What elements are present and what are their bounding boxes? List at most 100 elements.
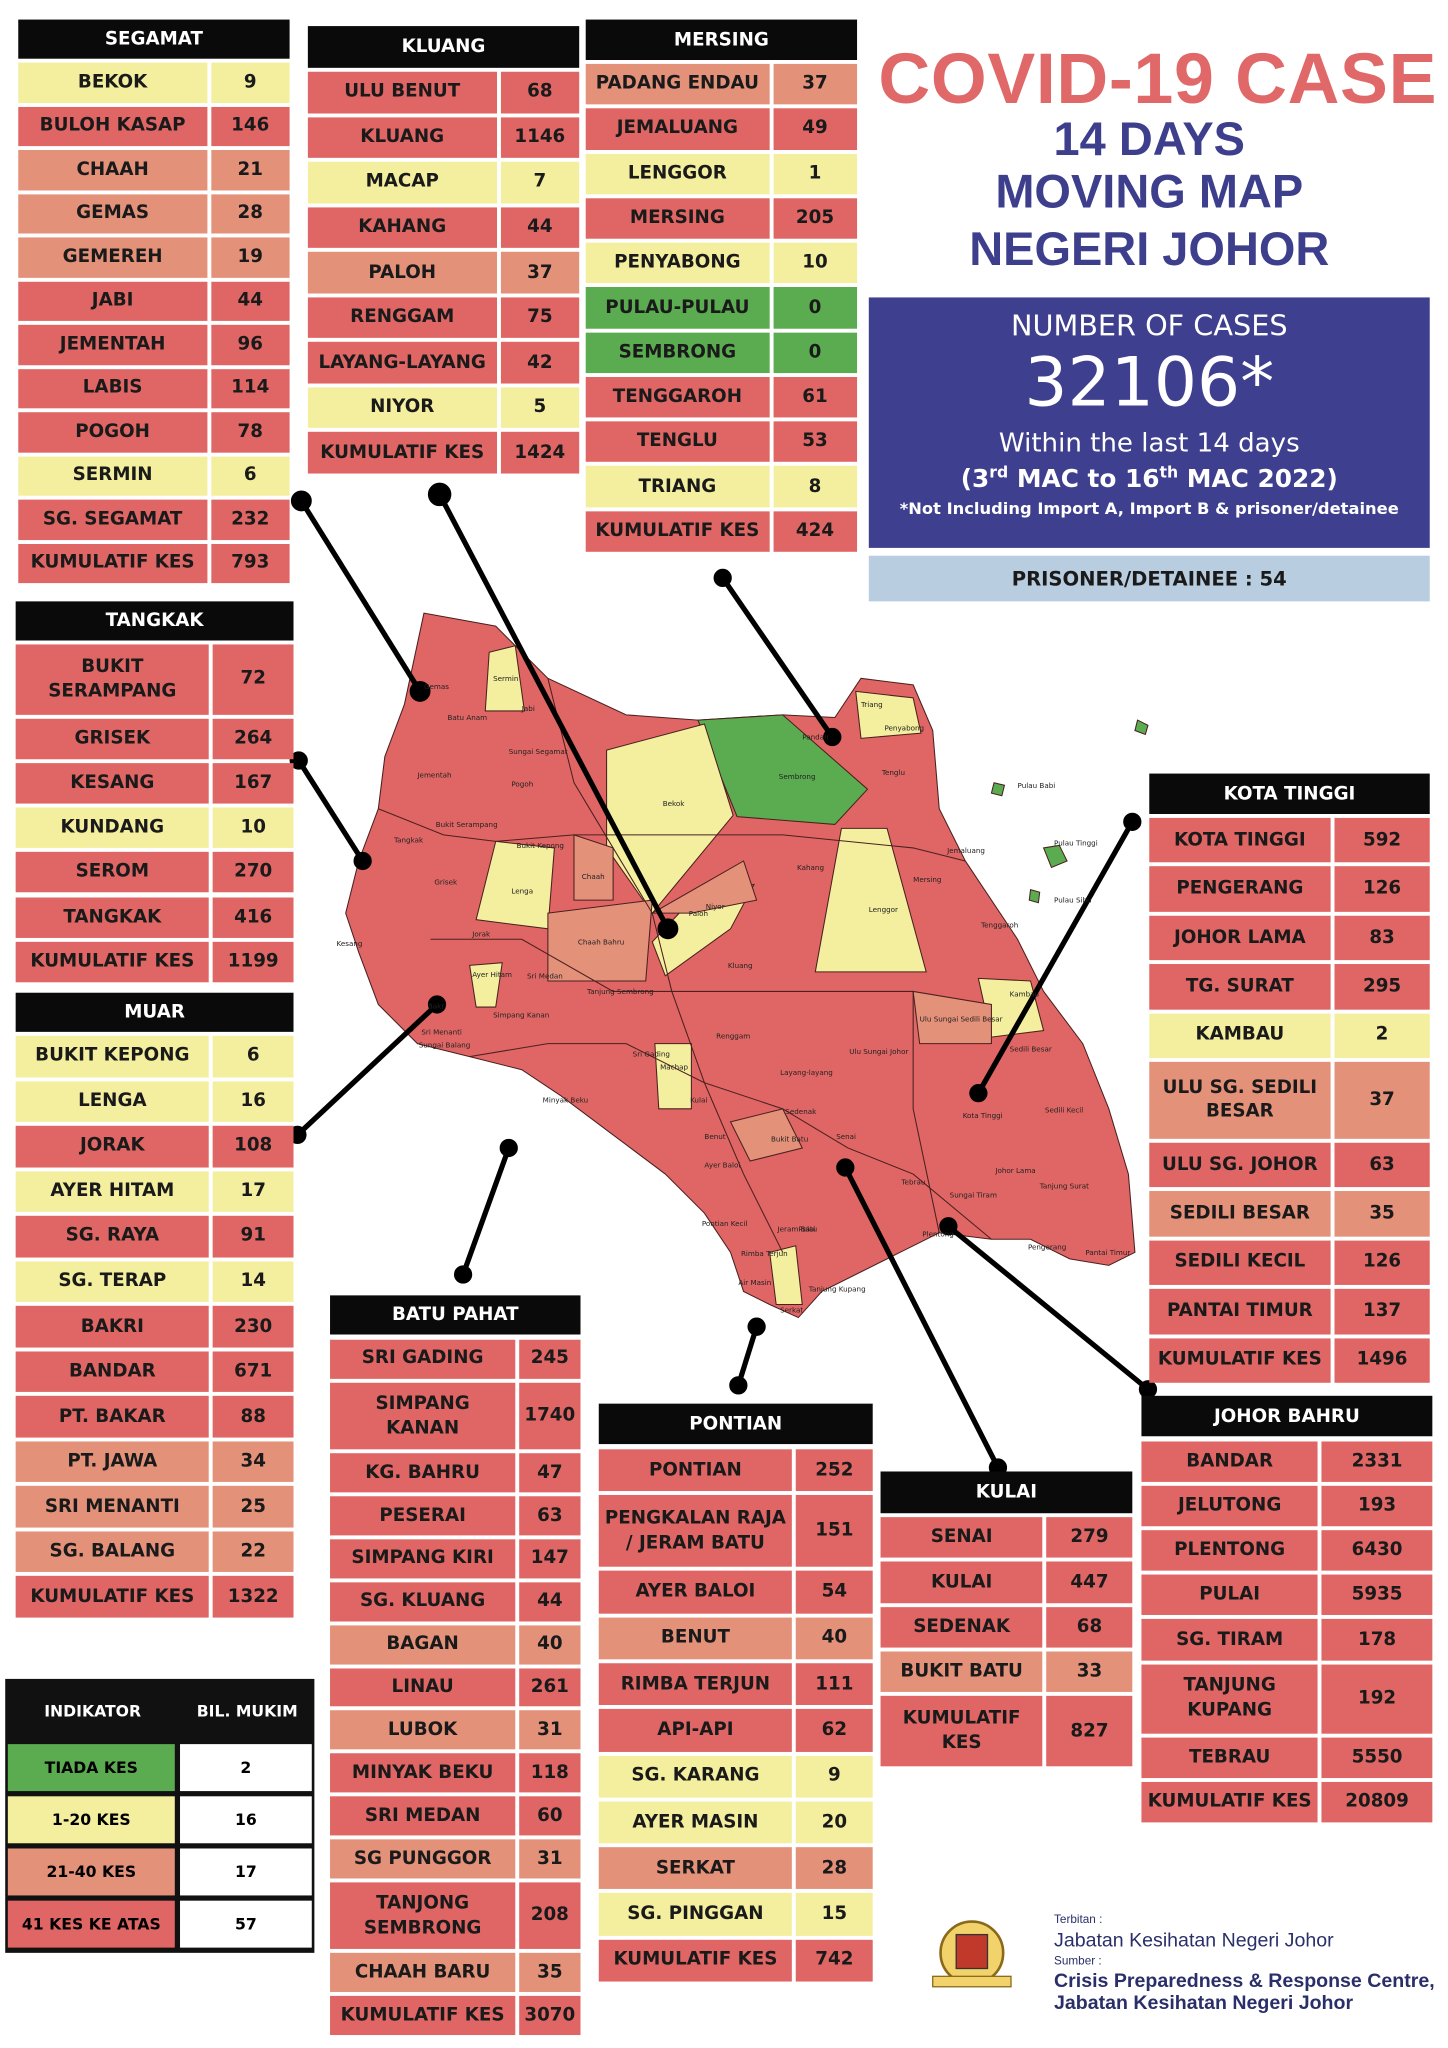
district-name: TRIANG [585, 466, 770, 508]
district-name: API-API [598, 1709, 793, 1752]
district-name: LUBOK [330, 1710, 516, 1750]
table-header: BATU PAHAT [330, 1295, 581, 1335]
map-label: Pengerang [1028, 1243, 1066, 1252]
summary-period: Within the last 14 days [998, 426, 1300, 458]
map-label: Pulau Sibu [1054, 896, 1092, 905]
range-sup: th [1159, 463, 1179, 482]
prisoner-count: PRISONER/DETAINEE : 54 [868, 555, 1430, 602]
case-count: 60 [519, 1796, 581, 1836]
map-label: Pulau Babi [1018, 781, 1056, 790]
map-label: Bukit Batu [771, 1134, 808, 1143]
district-name: LENGA [15, 1080, 210, 1122]
connector-dot [1123, 812, 1142, 831]
district-name: SG. TERAP [15, 1261, 210, 1303]
case-count: 37 [772, 63, 858, 105]
legend-swatch: TIADA KES [7, 1744, 175, 1792]
district-name: PONTIAN [598, 1449, 793, 1492]
map-label: Batu Anam [447, 713, 487, 722]
district-name: PALOH [307, 252, 497, 294]
table-row: LAYANG-LAYANG 42 [307, 342, 580, 384]
case-count: 34 [212, 1441, 294, 1483]
case-count: 5935 [1321, 1574, 1433, 1616]
district-name: GEMAS [18, 193, 207, 234]
map-label: Pantai Timur [1085, 1248, 1130, 1257]
district-name: AYER HITAM [15, 1170, 210, 1213]
connector-dot [427, 995, 447, 1014]
case-count: 671 [212, 1351, 294, 1393]
map-label: Sri Medan [527, 971, 563, 980]
district-name: PENYABONG [585, 242, 770, 284]
district-name: SG. TIRAM [1141, 1619, 1318, 1660]
map-label: Paloh [689, 909, 708, 918]
subtitle: NEGERI JOHOR [969, 221, 1330, 276]
district-name: KG. BAHRU [330, 1453, 516, 1493]
district-name: BUKIT BATU [880, 1651, 1043, 1693]
map-label: Sembrong [779, 772, 816, 781]
case-count: 1322 [212, 1576, 294, 1618]
table-row: GEMAS 28 [18, 193, 290, 234]
table-header: MUAR [15, 992, 294, 1032]
table-row: KUMULATIF KES 1322 [15, 1576, 294, 1618]
case-count: 28 [795, 1847, 873, 1890]
district-name: SIMPANG KANAN [330, 1382, 516, 1450]
district-name: TENGGAROH [585, 376, 770, 418]
table-row: MACAP 7 [307, 161, 580, 204]
district-name: KUNDANG [15, 807, 210, 849]
table-row: BANDAR 671 [15, 1351, 294, 1393]
district-name: SG. KARANG [598, 1755, 793, 1798]
case-count: 245 [519, 1339, 581, 1379]
legend-count: 16 [180, 1796, 312, 1844]
district-name: SG PUNGGOR [330, 1839, 516, 1879]
case-count: 1496 [1334, 1337, 1430, 1383]
title: COVID-19 CASE [878, 37, 1438, 119]
table-row: MERSING 205 [585, 198, 858, 239]
table-row: SG PUNGGOR 31 [330, 1839, 581, 1879]
case-count: 72 [212, 644, 294, 715]
district-name: PENGERANG [1149, 866, 1331, 912]
connector [437, 493, 671, 931]
district-name: LABIS [18, 368, 207, 409]
district-name: SEDENAK [880, 1606, 1043, 1648]
district-name: SG. RAYA [15, 1215, 210, 1258]
legend-swatch: 1-20 KES [7, 1796, 175, 1844]
case-count: 54 [795, 1571, 873, 1614]
case-count: 22 [212, 1531, 294, 1573]
district-name: KLUANG [307, 116, 497, 158]
table-row: JABI 44 [18, 281, 290, 321]
region-bekok [606, 723, 734, 915]
border [378, 808, 966, 862]
case-count: 35 [1334, 1191, 1430, 1237]
connector-dot [1138, 1380, 1158, 1399]
case-count: 75 [500, 297, 580, 339]
table-row: SEDILI BESAR 35 [1149, 1191, 1430, 1237]
district-name: MINYAK BEKU [330, 1753, 516, 1793]
connector-dot [290, 490, 312, 512]
table-row: KAHANG 44 [307, 206, 580, 249]
connector-dot [289, 751, 308, 770]
connector [296, 759, 365, 863]
connector-dot [409, 680, 431, 702]
district-name: PADANG ENDAU [585, 63, 770, 105]
table-header: PONTIAN [598, 1403, 873, 1445]
district-name: BANDAR [15, 1351, 210, 1393]
map-label: Kesang [337, 939, 363, 948]
region-chaah-bahru [547, 899, 653, 982]
district-name: KUMULATIF KES [598, 1939, 793, 1982]
table-row: PT. BAKAR 88 [15, 1396, 294, 1438]
case-count: 3070 [519, 1996, 581, 2036]
map-label: Senai [836, 1132, 856, 1141]
district-name: TEBRAU [1141, 1737, 1318, 1778]
district-name: BUKIT SERAMPANG [15, 644, 210, 715]
case-count: 15 [795, 1893, 873, 1936]
map-label: Kambau [1010, 990, 1039, 999]
case-count: 37 [500, 252, 580, 294]
case-count: 230 [212, 1306, 294, 1348]
map-label: Johor Lama [994, 1166, 1035, 1175]
region-triang [855, 690, 922, 739]
table-row: SERKAT 28 [598, 1847, 873, 1890]
case-count: 137 [1334, 1289, 1430, 1334]
map-label: Kulai [690, 1095, 707, 1104]
table-row: BEKOK 9 [18, 62, 290, 103]
case-count: 178 [1321, 1619, 1433, 1660]
table-row: JORAK 108 [15, 1125, 294, 1168]
